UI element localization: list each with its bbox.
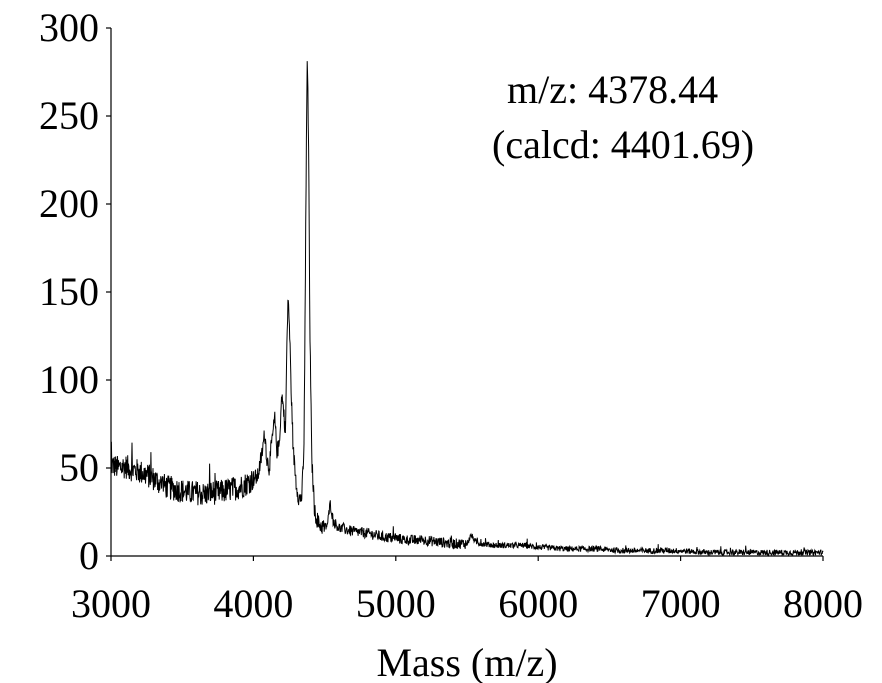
x-tick-label: 8000 [783,581,863,626]
y-tick-label: 150 [39,269,99,314]
y-tick-label: 300 [39,5,99,50]
y-tick-label: 250 [39,93,99,138]
x-axis-title: Mass (m/z) [376,640,557,683]
peak-annotation-mz: m/z: 4378.44 [507,67,718,112]
y-tick-label: 200 [39,181,99,226]
peak-annotation-calcd: (calcd: 4401.69) [492,122,754,167]
x-tick-label: 4000 [213,581,293,626]
x-tick-label: 5000 [356,581,436,626]
y-tick-label: 100 [39,357,99,402]
ticks-layer: 0 50 100 150 200 250 300 3000 4000 5000 6000 7000 80… [39,5,863,626]
y-tick-label: 0 [79,533,99,578]
series-layer [110,61,824,558]
x-tick-label: 6000 [498,581,578,626]
x-tick-label: 3000 [71,581,151,626]
x-tick-label: 7000 [641,581,721,626]
y-tick-label: 50 [59,445,99,490]
spectrum-line [110,61,824,558]
